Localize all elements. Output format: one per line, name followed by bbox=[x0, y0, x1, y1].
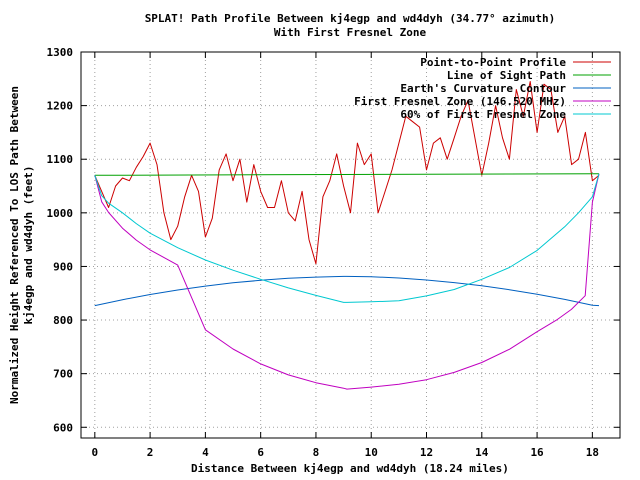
series-line-of-sight bbox=[94, 173, 600, 176]
tick-labels: 0 2 4 6 8 10 12 14 16 18 600 700 800 900 1000 1100 1200 1… bbox=[47, 46, 599, 459]
y-tick-label: 700 bbox=[53, 368, 73, 381]
y-axis-label-line2: kj4egp and wd4dyh (feet) bbox=[22, 166, 35, 325]
x-tick-label: 2 bbox=[147, 446, 154, 459]
y-tick-label: 1100 bbox=[47, 153, 74, 166]
y-tick-label: 600 bbox=[53, 421, 73, 434]
chart-title: SPLAT! Path Profile Between kj4egp and w… bbox=[145, 12, 556, 25]
legend-label-los: Line of Sight Path bbox=[447, 69, 566, 82]
series-point-to-point-profile bbox=[94, 81, 600, 265]
x-tick-label: 18 bbox=[586, 446, 599, 459]
legend: Point-to-Point Profile Line of Sight Pat… bbox=[354, 56, 611, 121]
data-series bbox=[94, 81, 600, 390]
chart-subtitle: With First Fresnel Zone bbox=[274, 26, 427, 39]
y-tick-label: 800 bbox=[53, 314, 73, 327]
x-tick-label: 16 bbox=[530, 446, 544, 459]
y-tick-label: 1300 bbox=[47, 46, 74, 59]
legend-label-fresnel: First Fresnel Zone (146.520 MHz) bbox=[354, 95, 566, 108]
x-tick-label: 12 bbox=[420, 446, 433, 459]
x-tick-label: 6 bbox=[257, 446, 264, 459]
legend-label-profile: Point-to-Point Profile bbox=[420, 56, 566, 69]
x-tick-label: 14 bbox=[475, 446, 489, 459]
x-tick-label: 0 bbox=[92, 446, 99, 459]
series-earth-curvature bbox=[94, 275, 600, 307]
series-60pct-fresnel-zone bbox=[94, 173, 600, 303]
legend-label-curvature: Earth's Curvature Contour bbox=[400, 82, 566, 95]
plot-frame bbox=[80, 51, 621, 439]
x-tick-label: 4 bbox=[202, 446, 209, 459]
y-axis-label-line1: Normalized Height Referenced To LOS Path… bbox=[8, 86, 21, 404]
x-axis-label: Distance Between kj4egp and wd4dyh (18.2… bbox=[191, 462, 509, 475]
x-tick-label: 8 bbox=[313, 446, 320, 459]
y-tick-label: 1000 bbox=[47, 207, 74, 220]
y-tick-label: 900 bbox=[53, 260, 73, 273]
x-tick-label: 10 bbox=[365, 446, 378, 459]
grid-lines bbox=[81, 51, 620, 438]
y-tick-label: 1200 bbox=[47, 100, 74, 113]
legend-label-fresnel-60: 60% of First Fresnel Zone bbox=[400, 108, 566, 121]
series-first-fresnel-zone bbox=[94, 173, 600, 390]
